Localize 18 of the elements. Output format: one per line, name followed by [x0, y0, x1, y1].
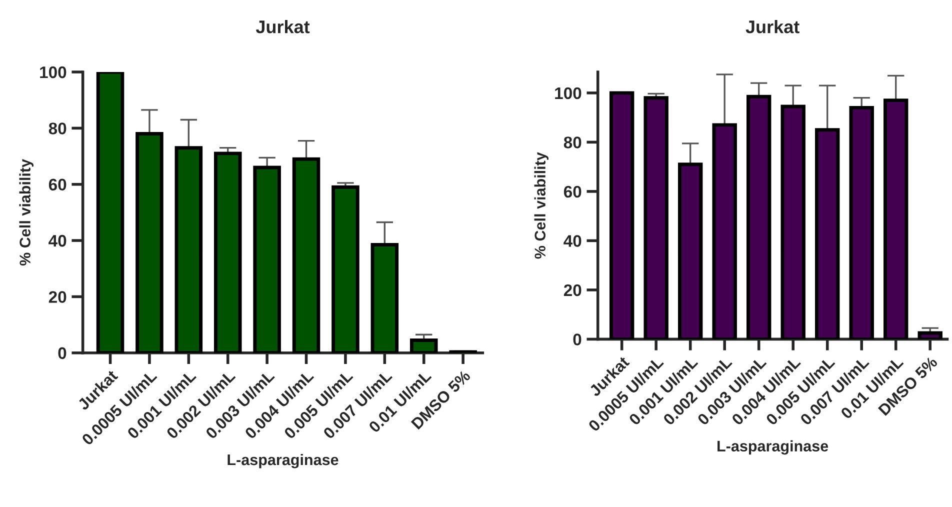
y-tick-label: 40 — [48, 234, 66, 247]
y-tick-label: 100 — [40, 66, 66, 78]
y-tick-label: 40 — [564, 235, 582, 247]
y-tick-label: 0 — [58, 347, 66, 360]
y-axis-title: % Cell viability — [19, 159, 34, 266]
y-tick-label: 60 — [564, 186, 582, 198]
y-tick-label: 20 — [564, 284, 582, 296]
y-tick-label: 0 — [573, 334, 582, 346]
x-axis-title: L-asparaginase — [228, 454, 338, 468]
x-axis-title: L-asparaginase — [718, 440, 828, 455]
y-tick-label: 80 — [48, 122, 66, 134]
chart-title: Jurkat — [256, 20, 310, 34]
y-axis-title: % Cell viability — [534, 152, 549, 259]
chart-title: Jurkat — [746, 20, 800, 34]
y-tick-label: 60 — [48, 178, 66, 191]
y-tick-label: 20 — [48, 291, 66, 303]
y-tick-label: 80 — [564, 136, 582, 148]
y-tick-label: 100 — [555, 87, 582, 100]
